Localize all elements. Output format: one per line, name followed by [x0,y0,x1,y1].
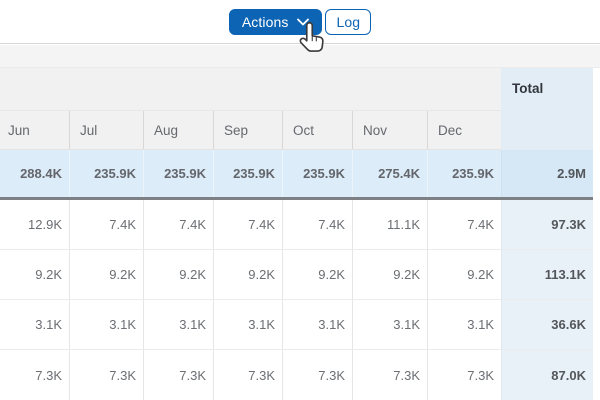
table-cell[interactable]: 235.9K [282,150,352,197]
table-cell[interactable]: 7.4K [143,200,213,249]
table-row: 9.2K 9.2K 9.2K 9.2K 9.2K 9.2K 9.2K 113.1… [0,250,593,300]
table-cell[interactable]: 235.9K [143,150,213,197]
table-row: 12.9K 7.4K 7.4K 7.4K 7.4K 11.1K 7.4K 97.… [0,200,593,250]
table-cell[interactable]: 9.2K [35,267,62,282]
table-cell[interactable]: 235.9K [427,150,501,197]
table-cell[interactable]: 11.1K [352,200,427,249]
table-cell[interactable]: 9.2K [427,250,501,299]
table-cell[interactable]: 7.3K [213,350,282,400]
column-header-jun[interactable]: Jun [8,122,30,138]
table-cell[interactable]: 7.3K [35,367,62,383]
table-cell[interactable]: 7.4K [282,200,352,249]
column-header-aug[interactable]: Aug [143,111,213,149]
table-cell[interactable]: 9.2K [282,250,352,299]
table-cell[interactable]: 3.1K [143,300,213,349]
table-cell[interactable]: 9.2K [352,250,427,299]
table-cell[interactable]: 7.3K [143,350,213,400]
actions-button[interactable]: Actions [228,9,323,35]
table-cell[interactable]: 7.4K [213,200,282,249]
table-row-result: 288.4K 235.9K 235.9K 235.9K 235.9K 275.4… [0,150,593,200]
table-cell[interactable]: 235.9K [69,150,143,197]
table-cell[interactable]: 9.2K [213,250,282,299]
table-cell[interactable]: 7.4K [69,200,143,249]
table-cell[interactable]: 9.2K [143,250,213,299]
toolbar: Actions Log [0,0,600,44]
column-header-jul[interactable]: Jul [69,111,143,149]
table-cell[interactable]: 3.1K [352,300,427,349]
table-cell-total[interactable]: 113.1K [501,250,593,299]
table-cell-total[interactable]: 97.3K [501,200,593,249]
table-cell[interactable]: 3.1K [213,300,282,349]
table-cell[interactable]: 9.2K [69,250,143,299]
month-header-row: Jun Jul Aug Sep Oct Nov Dec [0,110,501,149]
log-button-label: Log [336,14,361,30]
header-spacer-band [0,45,600,68]
table-cell[interactable]: 7.3K [352,350,427,400]
actions-button-label: Actions [241,14,289,30]
table-cell-total[interactable]: 36.6K [501,300,593,349]
month-header-block: Jun Jul Aug Sep Oct Nov Dec [0,68,501,150]
table-cell[interactable]: 12.9K [28,217,62,232]
chevron-down-icon[interactable] [297,18,310,26]
table-row: 7.3K 7.3K 7.3K 7.3K 7.3K 7.3K 7.3K 87.0K [0,350,593,400]
table-cell[interactable]: 7.3K [69,350,143,400]
table-cell[interactable]: 3.1K [35,317,62,332]
data-grid: 288.4K 235.9K 235.9K 235.9K 235.9K 275.4… [0,150,593,400]
table-cell[interactable]: 7.3K [282,350,352,400]
table-cell-total[interactable]: 2.9M [501,150,593,197]
log-button[interactable]: Log [325,9,372,35]
column-header-total[interactable]: Total [501,68,593,150]
table-cell[interactable]: 7.4K [427,200,501,249]
column-header-dec[interactable]: Dec [427,111,501,149]
table-cell[interactable]: 3.1K [282,300,352,349]
table-cell[interactable]: 235.9K [213,150,282,197]
column-header-nov[interactable]: Nov [352,111,427,149]
column-header-area: Jun Jul Aug Sep Oct Nov Dec Total [0,68,593,150]
column-header-oct[interactable]: Oct [282,111,352,149]
table-cell-total[interactable]: 87.0K [501,350,593,400]
table-cell[interactable]: 275.4K [352,150,427,197]
table-cell[interactable]: 288.4K [0,150,69,197]
table-row: 3.1K 3.1K 3.1K 3.1K 3.1K 3.1K 3.1K 36.6K [0,300,593,350]
table-cell[interactable]: 7.3K [427,350,501,400]
table-cell[interactable]: 3.1K [427,300,501,349]
column-header-sep[interactable]: Sep [213,111,282,149]
table-cell[interactable]: 3.1K [69,300,143,349]
